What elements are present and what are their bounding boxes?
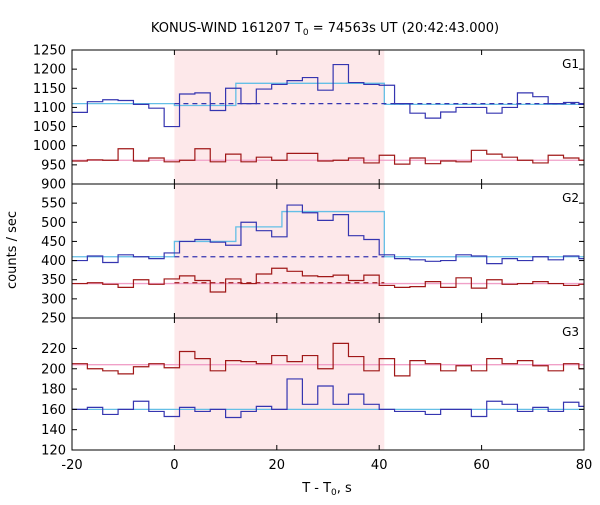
y-tick-label: 450 <box>41 235 66 250</box>
y-tick-label: 1250 <box>33 44 66 59</box>
y-tick-label: 400 <box>41 254 66 269</box>
x-tick-label: 40 <box>371 458 388 473</box>
y-tick-label: 1100 <box>33 101 66 116</box>
x-tick-label: -20 <box>61 458 82 473</box>
y-tick-label: 1150 <box>33 82 66 97</box>
x-axis-label-subscript: 0 <box>331 488 337 498</box>
x-axis-tick-labels: -20 0 20 40 60 80 <box>61 458 592 473</box>
series-group <box>72 342 584 419</box>
series-blue-fit <box>72 210 584 258</box>
y-tick-label: 550 <box>41 197 66 212</box>
series-blue-data <box>72 204 584 265</box>
panel-g1: 900 950 1000 1050 1100 1150 1200 1250 G1 <box>33 44 585 193</box>
y-tick-label: 140 <box>41 423 66 438</box>
y-tick-label: 250 <box>41 312 66 327</box>
panel-label: G3 <box>562 325 579 339</box>
y-tick-label: 160 <box>41 403 66 418</box>
x-axis-label-prefix: T - T <box>301 481 331 496</box>
series-blue-data <box>72 63 584 128</box>
y-tick-label: 1050 <box>33 120 66 135</box>
x-tick-label: 0 <box>170 458 178 473</box>
x-axis-label: T - T0, s <box>301 481 352 498</box>
panel-g2: 250 300 350 400 450 500 550 G2 <box>41 183 585 327</box>
panel-frame <box>71 317 585 451</box>
series-red-data <box>72 342 584 377</box>
shaded-interval <box>174 50 385 184</box>
y-tick-label: 950 <box>41 158 66 173</box>
y-tick-label: 200 <box>41 362 66 377</box>
panel-label: G1 <box>562 57 579 71</box>
series-group <box>72 63 584 165</box>
y-tick-label: 300 <box>41 292 66 307</box>
panels-group: 900 950 1000 1050 1100 1150 1200 1250 G1 250 300 35… <box>33 44 585 459</box>
series-red-data <box>72 148 584 165</box>
series-red-data <box>72 267 584 293</box>
chart-title: KONUS-WIND 161207 T0 = 74563s UT (20:42:… <box>151 21 499 38</box>
panel-label: G2 <box>562 191 579 205</box>
title-subscript: 0 <box>303 28 309 38</box>
y-tick-label: 220 <box>41 342 66 357</box>
shaded-interval <box>174 184 385 318</box>
x-axis-label-suffix: , s <box>337 481 352 496</box>
title-prefix: KONUS-WIND 161207 T <box>151 21 303 36</box>
title-suffix: = 74563s UT (20:42:43.000) <box>309 21 499 36</box>
series-group <box>72 204 584 293</box>
y-tick-label: 900 <box>41 178 66 193</box>
x-tick-label: 60 <box>473 458 490 473</box>
y-tick-label: 500 <box>41 216 66 231</box>
y-tick-label: 350 <box>41 273 66 288</box>
x-tick-label: 80 <box>576 458 593 473</box>
shaded-interval <box>174 318 385 450</box>
y-axis-label: counts / sec <box>5 211 20 289</box>
y-tick-label: 180 <box>41 383 66 398</box>
y-tick-label: 120 <box>41 444 66 459</box>
y-tick-label: 1200 <box>33 63 66 78</box>
panel-g3: 120 140 160 180 200 220 G3 <box>41 317 585 459</box>
series-blue-data <box>72 378 584 419</box>
x-tick-label: 20 <box>269 458 286 473</box>
y-tick-label: 1000 <box>33 139 66 154</box>
